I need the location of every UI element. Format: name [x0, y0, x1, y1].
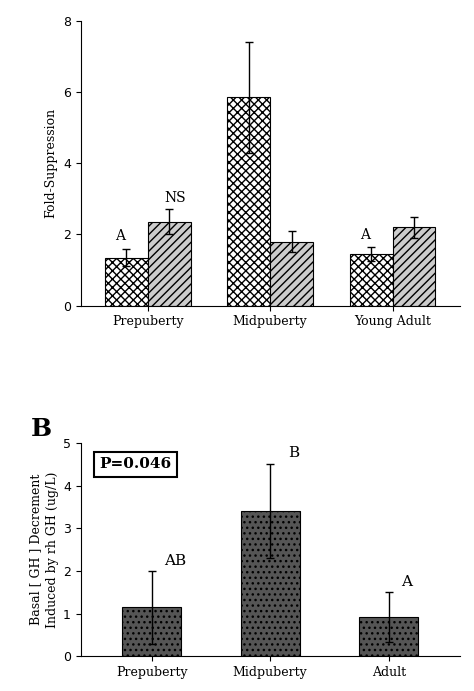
Text: A: A: [115, 229, 125, 243]
Bar: [392, 227, 435, 305]
Text: AB: AB: [164, 553, 186, 567]
Text: B: B: [288, 446, 300, 460]
Bar: [270, 242, 313, 305]
Text: A: A: [360, 227, 370, 242]
Text: B: B: [31, 417, 53, 441]
Bar: [122, 607, 181, 656]
Bar: [240, 511, 300, 656]
Bar: [148, 222, 191, 305]
Bar: [228, 97, 270, 305]
Y-axis label: Basal [ GH ] Decrement
Induced by rh GH (ug/L): Basal [ GH ] Decrement Induced by rh GH …: [29, 471, 59, 628]
Y-axis label: Fold-Suppression: Fold-Suppression: [44, 108, 57, 218]
Text: P=0.046: P=0.046: [100, 457, 172, 471]
Bar: [350, 254, 392, 305]
Bar: [105, 258, 148, 305]
Text: NS: NS: [164, 191, 186, 205]
Text: A: A: [401, 575, 412, 589]
Bar: [359, 617, 418, 656]
